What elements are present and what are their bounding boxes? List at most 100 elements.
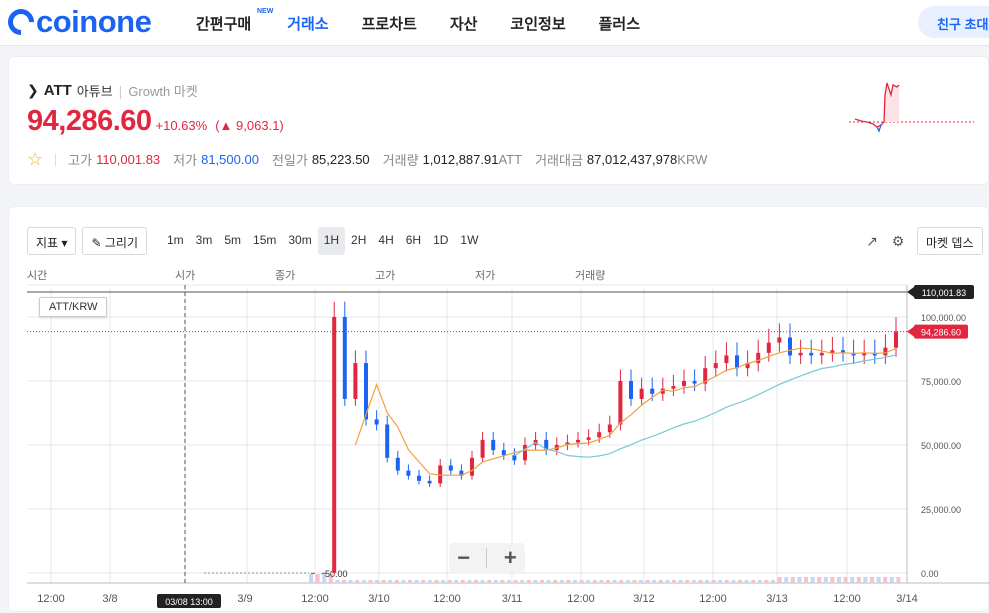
timeframe-1W[interactable]: 1W xyxy=(460,233,479,247)
volume-bar xyxy=(790,577,795,583)
volume-bar xyxy=(804,577,808,583)
x-tick-label: 3/13 xyxy=(766,593,787,605)
indicator-dropdown[interactable]: 지표 ▾ xyxy=(27,227,77,255)
candle-body xyxy=(756,352,761,364)
nav-plus[interactable]: 플러스 xyxy=(598,16,641,33)
amount-label: 거래대금 xyxy=(535,153,583,168)
candle-body xyxy=(385,424,390,458)
volume-bar xyxy=(658,580,663,583)
volume-bar xyxy=(408,580,412,583)
candle-body xyxy=(544,439,549,451)
low-value: 81,500.00 xyxy=(201,152,259,167)
nav-exchange[interactable]: 거래소 xyxy=(287,16,329,33)
timeframe-3m[interactable]: 3m xyxy=(195,233,213,247)
main-nav: 간편구매 NEW 거래소 프로차트 자산 코인정보 플러스 xyxy=(196,8,673,34)
volume-bar xyxy=(315,574,320,583)
candle-body xyxy=(491,439,496,451)
volume-bar xyxy=(797,577,802,583)
nav-coin-info[interactable]: 코인정보 xyxy=(510,16,566,33)
volume-bar xyxy=(434,580,439,583)
min-annotation: 50.00 xyxy=(325,569,348,579)
candle-body xyxy=(851,352,856,356)
divider xyxy=(486,548,488,568)
volume-bar xyxy=(705,580,709,583)
candle-body xyxy=(830,350,835,353)
candle-body xyxy=(342,317,347,399)
favorite-star-icon[interactable]: ☆ xyxy=(27,149,44,169)
coinone-logo[interactable]: coinone xyxy=(2,3,152,41)
chart-toolbar: 지표 ▾ ✎ 그리기 1m 3m 5m 15m 30m 1H 2H 4H 6H 1D 1W xyxy=(27,227,484,255)
candle-body xyxy=(724,355,729,364)
price-marker-label: 94,286.60 xyxy=(921,328,961,338)
volume-bar xyxy=(513,580,518,583)
nav-quick-buy[interactable]: 간편구매 NEW xyxy=(196,8,274,33)
nav-pro-chart[interactable]: 프로차트 xyxy=(361,16,417,33)
divider xyxy=(55,153,57,166)
candlestick-chart[interactable]: 100,000.00 75,000.00 50,000.00 25,000.00 0.0… xyxy=(9,207,989,613)
timeframe-2H[interactable]: 2H xyxy=(351,233,367,247)
candle-body xyxy=(639,388,644,399)
logo-text: coinone xyxy=(36,4,152,39)
volume-bar xyxy=(856,577,861,583)
market-depth-button[interactable]: 마켓 뎁스 xyxy=(917,227,983,255)
market-label: Growth 마켓 xyxy=(128,84,198,99)
volume-bar xyxy=(731,580,736,583)
volume-bar xyxy=(685,580,690,583)
volume-bar xyxy=(870,577,874,583)
x-tick-label: 12:00 xyxy=(833,593,861,605)
volume-bar xyxy=(771,580,775,583)
candle-body xyxy=(650,388,655,394)
volume-bar xyxy=(421,580,426,583)
volume-bar xyxy=(322,574,327,583)
gear-icon[interactable]: ⚙ xyxy=(891,233,905,249)
crosshair-time-label: 03/08 13:00 xyxy=(165,597,213,607)
chevron-right-icon[interactable]: ❯ xyxy=(27,82,39,98)
candle-body xyxy=(427,480,432,484)
popout-icon[interactable]: ↗ xyxy=(866,233,878,249)
draw-button[interactable]: ✎ 그리기 xyxy=(82,227,147,255)
volume-bar xyxy=(606,580,610,583)
zoom-out-button[interactable]: − xyxy=(457,545,471,570)
timeframe-1m[interactable]: 1m xyxy=(167,233,184,247)
volume-bar xyxy=(843,577,848,583)
volume-bar xyxy=(375,580,379,583)
timeframe-1D[interactable]: 1D xyxy=(433,233,449,247)
candle-body xyxy=(597,432,602,438)
candle-body xyxy=(395,457,400,471)
ohlc-close-label: 종가 xyxy=(275,270,296,282)
timeframe-4H[interactable]: 4H xyxy=(378,233,394,247)
volume-bar xyxy=(639,580,643,583)
volume-bar xyxy=(335,580,340,583)
volume-bar xyxy=(751,580,756,583)
ohlc-high-label: 고가 xyxy=(375,270,396,282)
timeframe-15m[interactable]: 15m xyxy=(253,233,277,247)
caret-down-icon: ▾ xyxy=(61,236,68,250)
x-tick-label: 12:00 xyxy=(433,593,461,605)
candle-body xyxy=(798,352,803,356)
timeframe-30m[interactable]: 30m xyxy=(288,233,312,247)
low-label: 저가 xyxy=(173,153,198,168)
timeframe-6H[interactable]: 6H xyxy=(405,233,422,247)
timeframe-1H[interactable]: 1H xyxy=(317,227,346,255)
nav-assets[interactable]: 자산 xyxy=(449,16,478,33)
candle-body xyxy=(512,455,517,461)
y-tick-label: 25,000.00 xyxy=(921,505,961,515)
change-amount: 9,063.1 xyxy=(236,118,280,133)
volume-bar xyxy=(460,580,465,583)
top-navigation-bar: coinone 간편구매 NEW 거래소 프로차트 자산 코인정보 플러스 친구 … xyxy=(0,0,989,46)
volume-bar xyxy=(672,580,676,583)
volume-bar xyxy=(817,577,822,583)
zoom-in-button[interactable]: + xyxy=(503,545,517,570)
chart-toolbar-right: ↗ ⚙ 마켓 뎁스 xyxy=(859,227,989,255)
volume-bar xyxy=(474,580,478,583)
candle-body xyxy=(523,445,527,461)
invite-friend-button[interactable]: 친구 초대 xyxy=(918,6,989,38)
volume-bar xyxy=(414,580,419,583)
volume-bar xyxy=(381,580,386,583)
timeframe-5m[interactable]: 5m xyxy=(224,233,242,247)
pair-label: ATT/KRW xyxy=(39,297,108,317)
volume-bar xyxy=(810,577,815,583)
x-tick-label: 12:00 xyxy=(37,593,65,605)
logo-icon xyxy=(2,3,40,41)
ticker-symbol[interactable]: ATT xyxy=(43,82,72,99)
